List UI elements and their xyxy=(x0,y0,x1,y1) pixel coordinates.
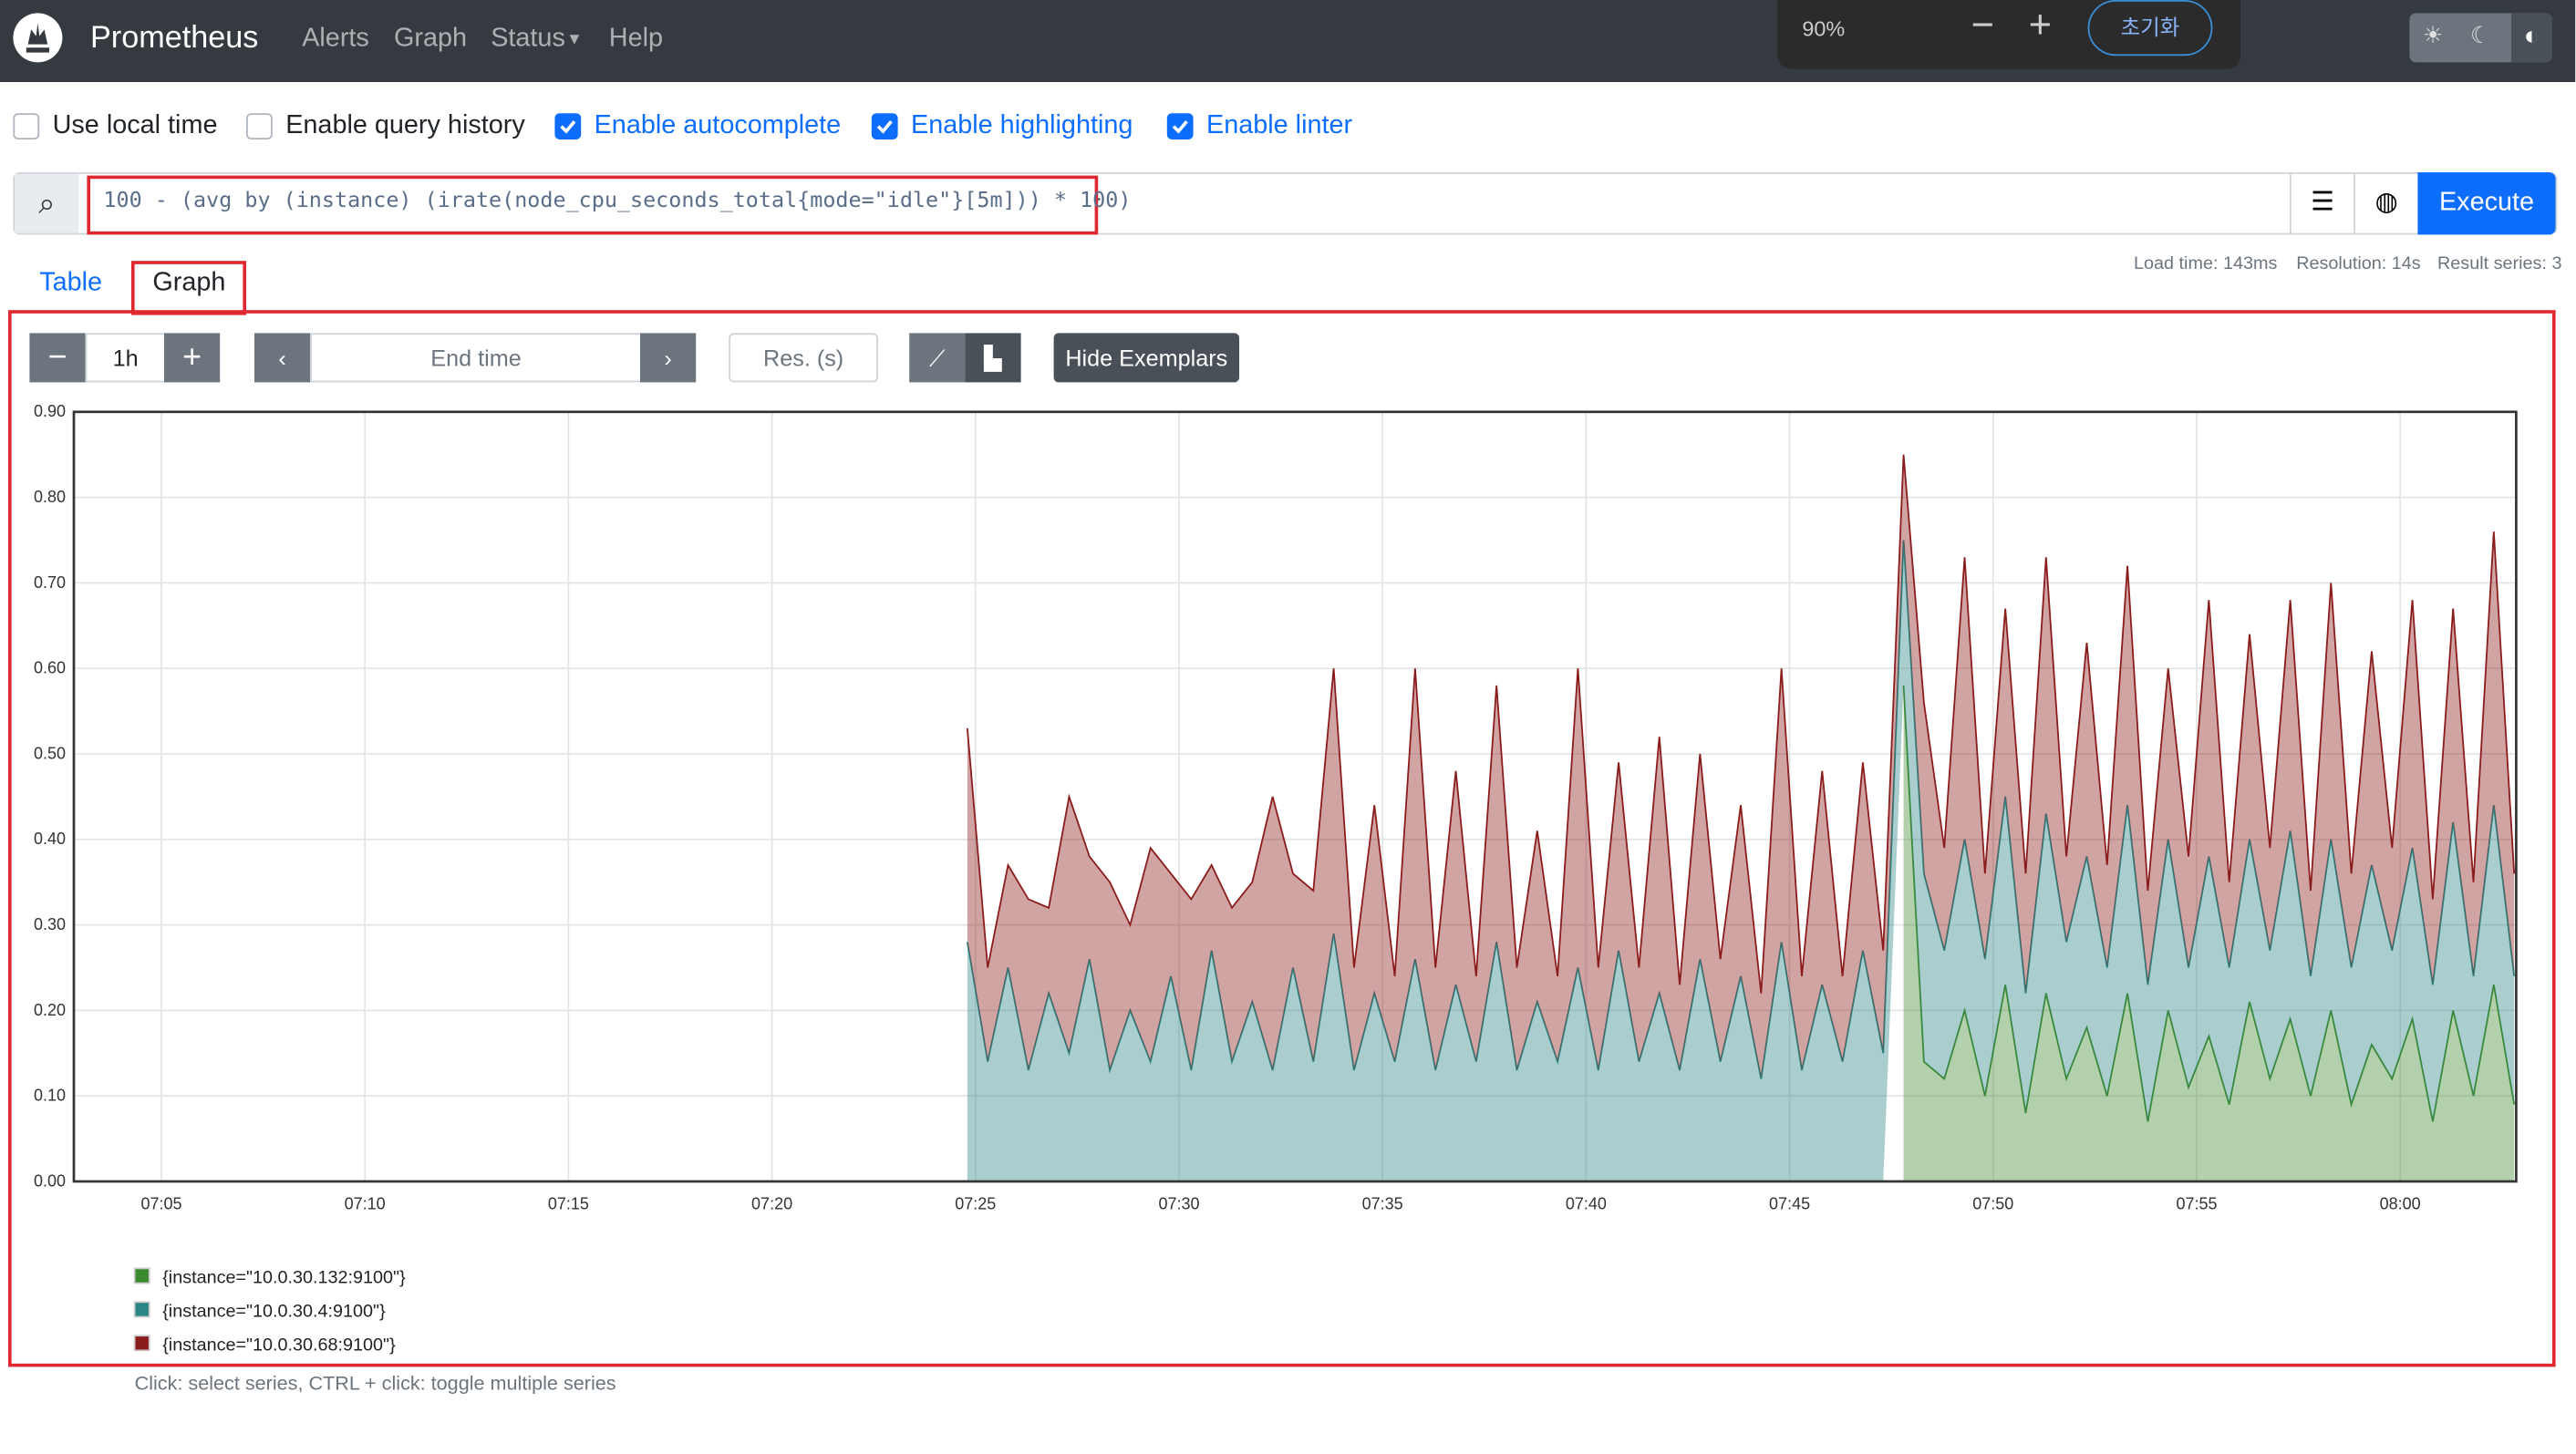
stat: Resolution: 14s xyxy=(2296,254,2421,274)
area-line xyxy=(966,454,2516,994)
query-input[interactable]: 100 - (avg by (instance) (irate(node_cpu… xyxy=(103,189,1132,213)
caret: ▼ xyxy=(566,31,583,49)
y-tick-label: 0.20 xyxy=(34,1001,66,1019)
y-tick-label: 0.30 xyxy=(34,915,66,933)
x-tick-label: 07:25 xyxy=(955,1195,996,1213)
logo xyxy=(13,13,63,63)
y-tick-label: 0.80 xyxy=(34,488,66,506)
hint: Click: select series, CTRL + click: togg… xyxy=(134,1371,616,1395)
plot-border xyxy=(72,410,2518,1183)
zoom-in[interactable]: + xyxy=(2028,3,2053,48)
tab[interactable]: Graph xyxy=(152,269,226,297)
zoom-level: 90% xyxy=(1802,16,1846,41)
y-tick-label: 0.90 xyxy=(34,402,66,420)
x-tick-label: 07:30 xyxy=(1158,1195,1199,1213)
zoom-out[interactable]: − xyxy=(1971,3,1995,48)
y-tick-label: 0.50 xyxy=(34,744,66,762)
search-icon: ⌕ xyxy=(15,173,79,233)
y-tick-label: 0.10 xyxy=(34,1087,66,1105)
x-tick-label: 07:40 xyxy=(1566,1195,1607,1213)
nav-link[interactable]: Help xyxy=(608,25,664,53)
end-back[interactable]: ‹ xyxy=(254,333,311,383)
y-tick-label: 0.00 xyxy=(34,1171,66,1190)
checkbox-label[interactable]: Enable linter xyxy=(1206,111,1353,139)
nav-link[interactable]: Graph xyxy=(394,25,468,53)
line-chart-button[interactable]: ⟋ xyxy=(909,333,966,383)
format-button[interactable]: ☰ xyxy=(2290,173,2354,233)
resolution-input[interactable]: Res. (s) xyxy=(729,333,878,383)
checkbox[interactable] xyxy=(1166,113,1194,139)
y-tick-label: 0.40 xyxy=(34,830,66,848)
range-decrease[interactable]: − xyxy=(29,333,86,383)
legend-label[interactable]: {instance="10.0.30.4:9100"} xyxy=(162,1302,386,1322)
range-input[interactable]: 1h xyxy=(85,333,166,383)
checkbox[interactable] xyxy=(246,113,273,139)
checkbox-label[interactable]: Enable autocomplete xyxy=(594,111,842,139)
x-tick-label: 07:20 xyxy=(751,1195,792,1213)
tab[interactable]: Table xyxy=(39,269,103,297)
range-increase[interactable]: + xyxy=(164,333,221,383)
checkbox-label[interactable]: Enable query history xyxy=(285,111,525,139)
exemplars-button[interactable]: Hide Exemplars xyxy=(1053,333,1239,383)
nav-link[interactable]: Alerts xyxy=(302,25,369,53)
checkbox-label[interactable]: Use local time xyxy=(52,111,218,139)
x-tick-label: 08:00 xyxy=(2380,1195,2421,1213)
zoom-reset[interactable]: 초기화 xyxy=(2087,0,2213,57)
x-tick-label: 07:15 xyxy=(548,1195,589,1213)
plot-background xyxy=(74,411,2517,1181)
checkbox-label[interactable]: Enable highlighting xyxy=(911,111,1133,139)
metrics-explorer[interactable]: ◍ xyxy=(2354,173,2417,233)
checkbox[interactable] xyxy=(871,113,898,139)
legend-swatch xyxy=(133,1301,150,1318)
legend-label[interactable]: {instance="10.0.30.68:9100"} xyxy=(162,1335,396,1355)
theme-toggle[interactable]: ☀ ☾ ◐ xyxy=(2409,13,2552,63)
highlight-box xyxy=(87,175,1099,235)
x-tick-label: 07:05 xyxy=(140,1195,181,1213)
end-time-input[interactable]: End time xyxy=(310,333,642,383)
x-tick-label: 07:45 xyxy=(1769,1195,1810,1213)
area-fill xyxy=(1903,685,2515,1181)
legend-label[interactable]: {instance="10.0.30.132:9100"} xyxy=(162,1268,406,1288)
y-tick-label: 0.70 xyxy=(34,573,66,592)
stat: Load time: 143ms xyxy=(2134,254,2278,274)
highlight-box xyxy=(8,310,2556,1367)
zoom-bar: 90% − + 초기화 xyxy=(1777,0,2240,69)
area-fill xyxy=(967,454,2515,1079)
execute-button[interactable]: Execute xyxy=(2417,172,2556,235)
nav-link[interactable]: Status xyxy=(491,25,565,53)
stat: Result series: 3 xyxy=(2437,254,2562,274)
chart: 0.00 0.10 0.20 0.30 0.40 0.50 0.60 0.70 0.80 0.90… xyxy=(34,402,2518,1355)
query-bar xyxy=(13,172,2558,235)
x-tick-label: 07:50 xyxy=(1972,1195,2013,1213)
x-tick-label: 07:35 xyxy=(1362,1195,1403,1213)
area-line xyxy=(966,540,2516,1079)
y-tick-label: 0.60 xyxy=(34,659,66,677)
end-forward[interactable]: › xyxy=(640,333,697,383)
x-tick-label: 07:10 xyxy=(345,1195,386,1213)
legend-swatch xyxy=(133,1267,150,1284)
area-line xyxy=(1902,685,2516,1122)
area-fill xyxy=(967,540,2515,1181)
brand[interactable]: Prometheus xyxy=(90,21,259,57)
checkbox[interactable] xyxy=(13,113,40,139)
checkbox[interactable] xyxy=(554,113,582,139)
x-tick-label: 07:55 xyxy=(2176,1195,2217,1213)
stacked-chart-button[interactable]: ▙ xyxy=(965,333,1021,383)
legend-swatch xyxy=(133,1335,150,1352)
